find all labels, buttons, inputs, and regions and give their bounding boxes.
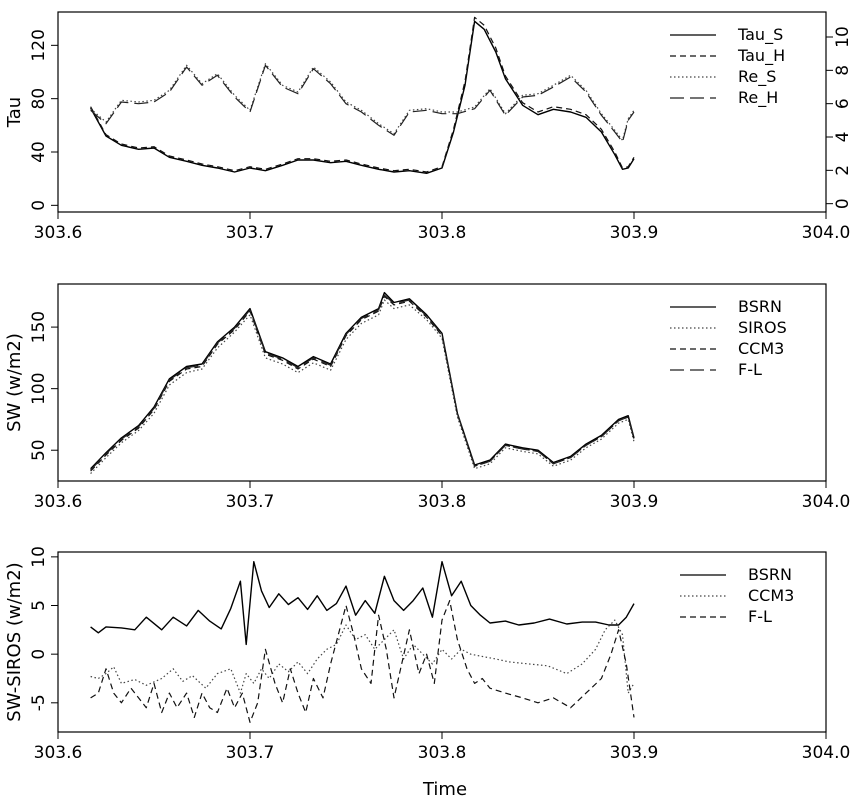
x-tick-label: 303.7 — [226, 223, 275, 243]
legend-label: F-L — [748, 607, 772, 626]
panel-tau: 303.6 303.7 303.8 303.9 304.0 0 40 80 120 0 2 4 6 8 10… — [4, 11, 853, 243]
legend-label: BSRN — [748, 565, 792, 584]
series-line-tau-s — [89, 20, 635, 175]
series-line-f-l — [90, 599, 635, 723]
series-line-siros — [90, 299, 635, 475]
legend-label: Tau_H — [737, 46, 785, 66]
legend-label: CCM3 — [748, 586, 794, 605]
y-tick-label: 80 — [29, 88, 49, 110]
y-tick-label: 50 — [29, 439, 49, 461]
series-line-bsrn — [90, 561, 635, 646]
x-tick-label: 304.0 — [802, 492, 851, 512]
x-tick-label: 303.8 — [418, 223, 467, 243]
x-tick-label: 303.7 — [226, 743, 275, 763]
y-tick-label: 150 — [29, 311, 49, 343]
y-axis-title: SW (w/m2) — [4, 333, 25, 432]
y2-tick-label: 8 — [833, 65, 853, 76]
x-tick-label: 303.7 — [226, 492, 275, 512]
x-tick-label: 304.0 — [802, 743, 851, 763]
y2-tick-label: 2 — [833, 165, 853, 176]
plot-frame — [57, 11, 827, 213]
legend-label: Tau_S — [737, 25, 783, 45]
x-tick-label: 304.0 — [802, 223, 851, 243]
x-tick-label: 303.8 — [418, 743, 467, 763]
legend-label: Re_H — [738, 88, 778, 108]
panel-sw-diff: 303.6 303.7 303.8 303.9 304.0 -5 0 5 10SW-SIROS … — [4, 546, 850, 763]
y-tick-label: 0 — [29, 649, 49, 660]
y-tick-label: -5 — [29, 694, 49, 711]
y2-tick-label: 4 — [833, 132, 853, 143]
legend-label: CCM3 — [738, 339, 784, 358]
series-line-ccm3 — [90, 619, 635, 694]
y-axis-title: Tau — [4, 97, 25, 128]
series-line-f-l — [90, 294, 635, 471]
y2-tick-label: 0 — [833, 198, 853, 209]
legend-label: F-L — [738, 360, 762, 379]
plot-frame — [57, 551, 827, 733]
series-line-tau-h — [90, 16, 635, 173]
y-tick-label: 100 — [29, 372, 49, 404]
y-tick-label: 40 — [29, 141, 49, 163]
x-tick-label: 303.9 — [610, 492, 659, 512]
x-tick-label: 303.9 — [610, 223, 659, 243]
y-axis-title: SW-SIROS (w/m2) — [4, 562, 25, 721]
x-tick-label: 303.8 — [418, 492, 467, 512]
series-line-bsrn — [90, 291, 635, 470]
x-tick-label: 303.6 — [34, 492, 83, 512]
y2-tick-label: 6 — [833, 98, 853, 109]
series-line-re-h — [90, 64, 635, 143]
y-tick-label: 0 — [29, 200, 49, 211]
legend-label: Re_S — [738, 67, 776, 87]
legend-label: SIROS — [738, 318, 787, 337]
x-axis-title: Time — [422, 779, 467, 800]
y-tick-label: 5 — [29, 600, 49, 611]
series-line-ccm3 — [90, 295, 635, 472]
y-tick-label: 120 — [29, 29, 49, 61]
y2-tick-label: 10 — [833, 26, 853, 48]
series-line-re-s — [90, 63, 635, 141]
x-tick-label: 303.6 — [34, 223, 83, 243]
y-tick-label: 10 — [29, 546, 49, 568]
x-tick-label: 303.6 — [34, 743, 83, 763]
x-tick-label: 303.9 — [610, 743, 659, 763]
legend-label: BSRN — [738, 297, 782, 316]
